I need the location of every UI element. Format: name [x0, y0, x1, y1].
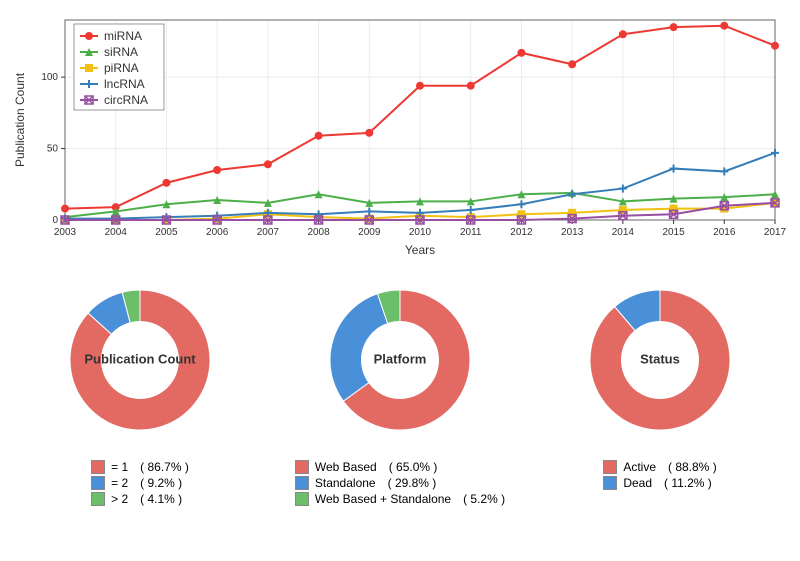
legend-pct: ( 4.1% ) — [140, 492, 182, 506]
svg-text:2010: 2010 — [409, 227, 432, 238]
svg-text:2006: 2006 — [206, 227, 229, 238]
svg-text:piRNA: piRNA — [104, 61, 139, 75]
legend-swatch — [295, 476, 309, 490]
svg-text:2005: 2005 — [155, 227, 178, 238]
legend-row: Web Based + Standalone ( 5.2% ) — [295, 492, 505, 506]
svg-text:2012: 2012 — [510, 227, 533, 238]
legend-label: Active — [623, 460, 656, 474]
legend-pct: ( 65.0% ) — [389, 460, 438, 474]
svg-text:2004: 2004 — [105, 227, 128, 238]
svg-text:Platform: Platform — [374, 351, 427, 366]
donut-svg-platform: Platform — [310, 270, 490, 450]
svg-text:lncRNA: lncRNA — [104, 77, 145, 91]
legend-pct: ( 9.2% ) — [140, 476, 182, 490]
svg-text:2008: 2008 — [307, 227, 330, 238]
svg-text:2011: 2011 — [460, 227, 482, 238]
legend-row: = 1 ( 86.7% ) — [91, 460, 189, 474]
legend-row: > 2 ( 4.1% ) — [91, 492, 189, 506]
donut-publication-count: Publication Count = 1 ( 86.7% ) = 2 ( 9.… — [15, 270, 265, 508]
svg-text:2014: 2014 — [612, 227, 635, 238]
svg-text:siRNA: siRNA — [104, 45, 138, 59]
legend-pct: ( 5.2% ) — [463, 492, 505, 506]
legend-row: Active ( 88.8% ) — [603, 460, 716, 474]
legend-label: Dead — [623, 476, 652, 490]
donut-svg-status: Status — [570, 270, 750, 450]
svg-text:Status: Status — [640, 351, 680, 366]
donut-legend-status: Active ( 88.8% ) Dead ( 11.2% ) — [603, 458, 716, 492]
svg-text:2007: 2007 — [257, 227, 280, 238]
svg-text:2015: 2015 — [662, 227, 685, 238]
legend-row: Web Based ( 65.0% ) — [295, 460, 505, 474]
legend-swatch — [91, 476, 105, 490]
line-chart-svg: 0 50 100 2003 2004 2005 2006 2007 2008 2009 2010 20… — [10, 10, 790, 260]
donut-legend-publication-count: = 1 ( 86.7% ) = 2 ( 9.2% ) > 2 ( 4.1% ) — [91, 458, 189, 508]
line-chart: 0 50 100 2003 2004 2005 2006 2007 2008 2009 2010 20… — [10, 10, 790, 260]
legend-pct: ( 29.8% ) — [388, 476, 437, 490]
legend-swatch — [91, 492, 105, 506]
legend-swatch — [295, 460, 309, 474]
svg-text:2003: 2003 — [54, 227, 77, 238]
legend-pct: ( 88.8% ) — [668, 460, 717, 474]
legend-swatch — [603, 476, 617, 490]
legend-label: Web Based + Standalone — [315, 492, 451, 506]
donut-platform: Platform Web Based ( 65.0% ) Standalone … — [275, 270, 525, 508]
donut-svg-publication-count: Publication Count — [50, 270, 230, 450]
legend-pct: ( 11.2% ) — [664, 476, 712, 490]
legend-row: Standalone ( 29.8% ) — [295, 476, 505, 490]
legend-row: Dead ( 11.2% ) — [603, 476, 716, 490]
legend-pct: ( 86.7% ) — [140, 460, 189, 474]
donut-legend-platform: Web Based ( 65.0% ) Standalone ( 29.8% )… — [295, 458, 505, 508]
legend-swatch — [295, 492, 309, 506]
svg-text:0: 0 — [52, 215, 58, 226]
svg-text:2016: 2016 — [713, 227, 736, 238]
legend-label: Web Based — [315, 460, 377, 474]
svg-text:50: 50 — [47, 144, 59, 155]
svg-text:2017: 2017 — [764, 227, 787, 238]
donut-status: Status Active ( 88.8% ) Dead ( 11.2% ) — [535, 270, 785, 508]
legend-row: = 2 ( 9.2% ) — [91, 476, 189, 490]
donuts-row: Publication Count = 1 ( 86.7% ) = 2 ( 9.… — [10, 270, 790, 508]
svg-text:Years: Years — [405, 243, 435, 257]
legend-swatch — [91, 460, 105, 474]
svg-text:100: 100 — [41, 72, 58, 83]
legend-label: > 2 — [111, 492, 128, 506]
svg-text:2013: 2013 — [561, 227, 584, 238]
legend-swatch — [603, 460, 617, 474]
legend-label: = 1 — [111, 460, 128, 474]
legend-label: Standalone — [315, 476, 376, 490]
svg-text:2009: 2009 — [358, 227, 381, 238]
legend-label: = 2 — [111, 476, 128, 490]
svg-text:circRNA: circRNA — [104, 93, 148, 107]
svg-text:Publication Count: Publication Count — [84, 351, 196, 366]
svg-text:miRNA: miRNA — [104, 29, 142, 43]
svg-text:Publication Count: Publication Count — [13, 72, 27, 167]
